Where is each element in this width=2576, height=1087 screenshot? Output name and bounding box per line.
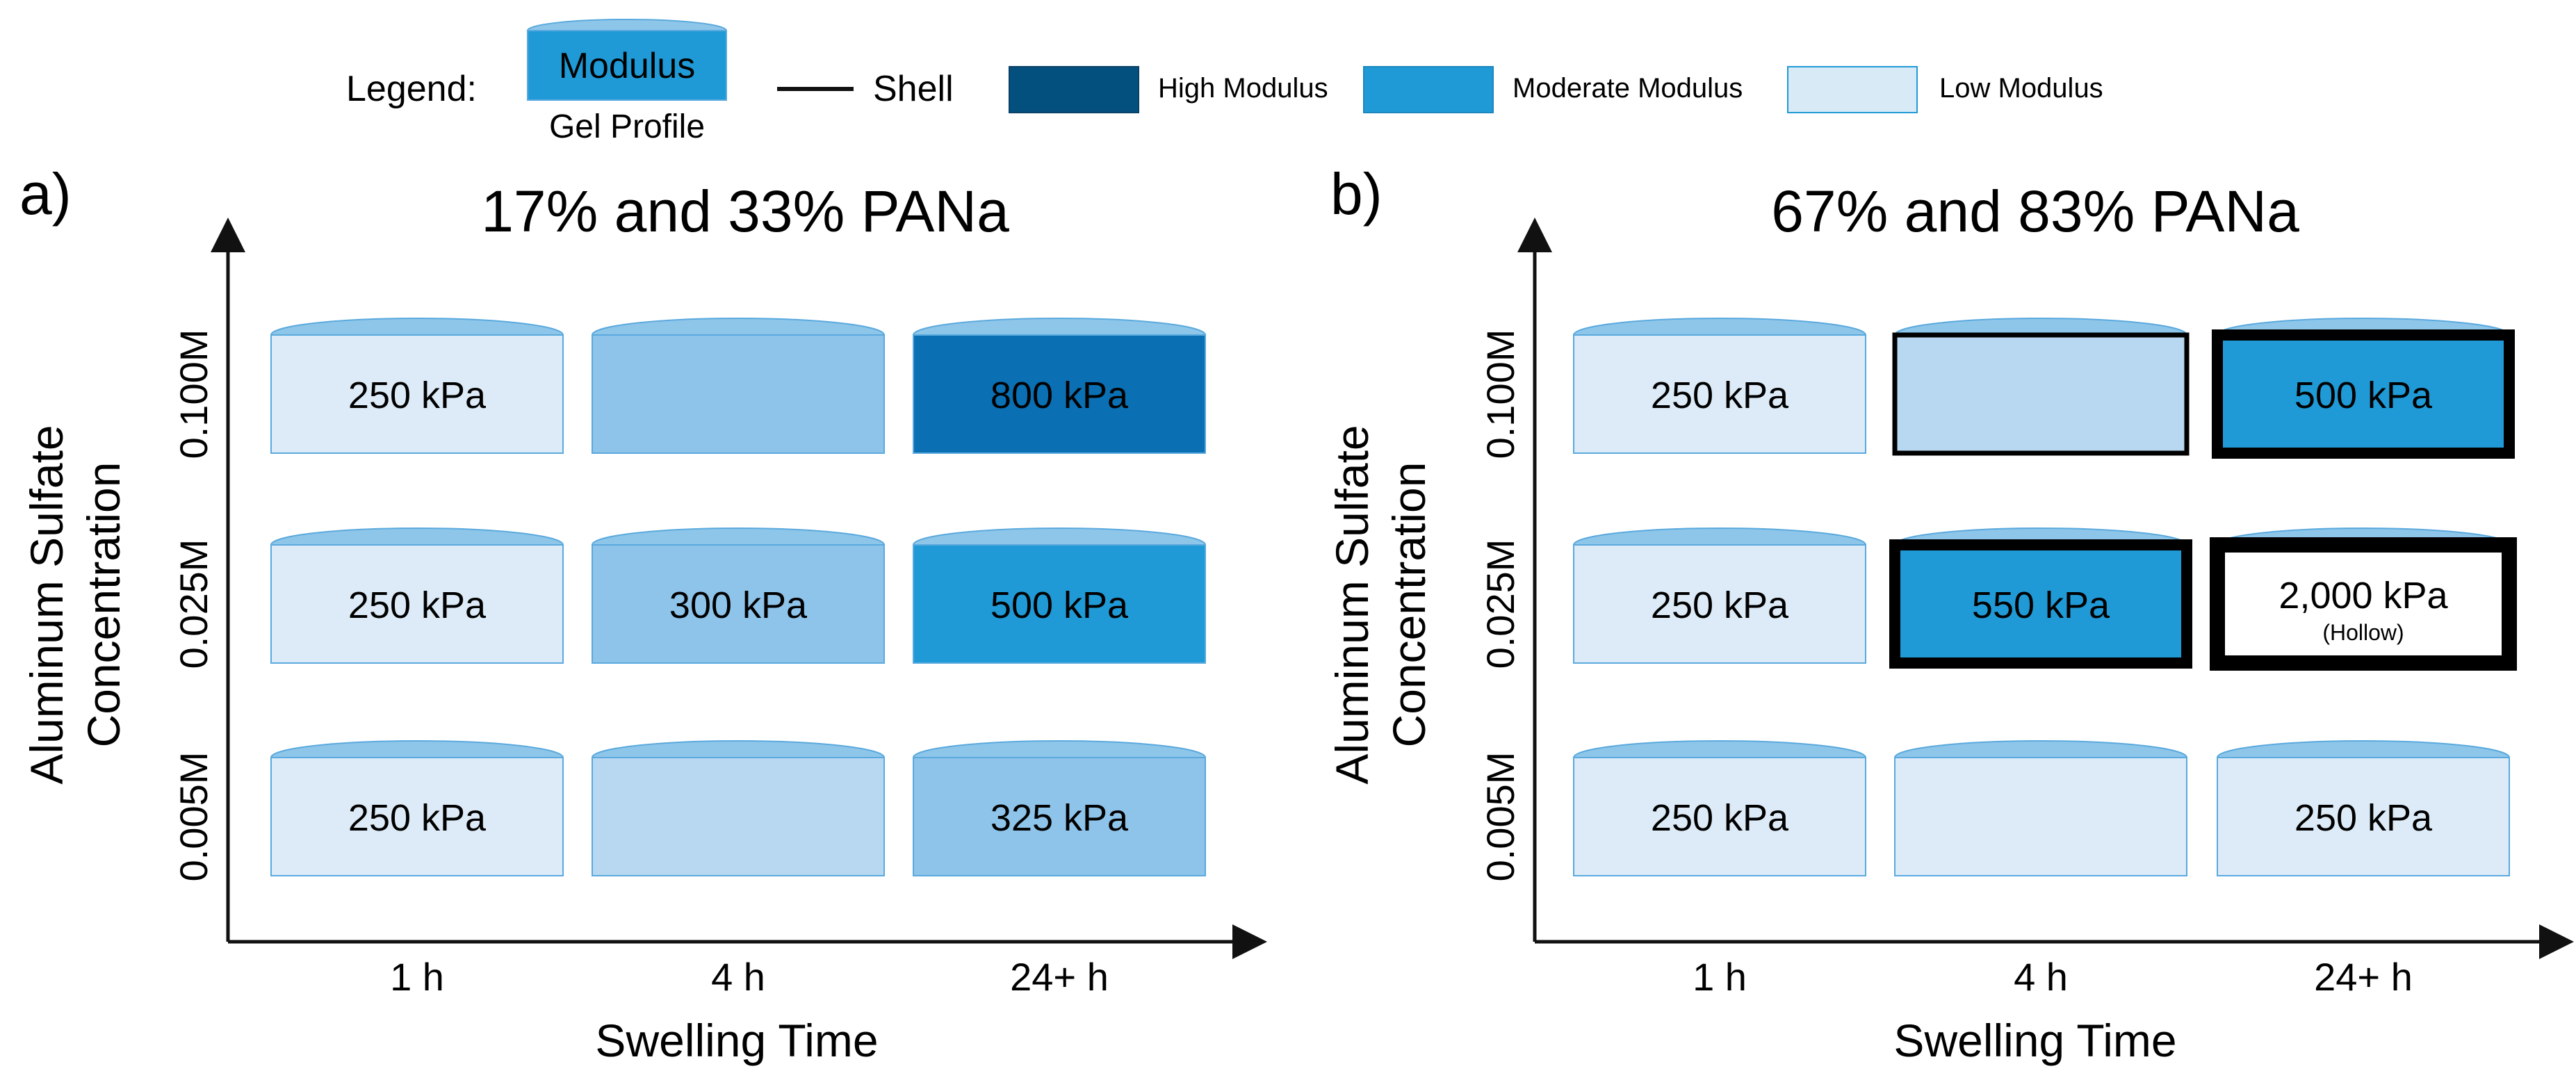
legend: Legend: Modulus Gel Profile Shell High M… [346,19,2103,145]
modulus-value: 325 kPa [991,797,1129,839]
y-axis-title-line2: Concentration [1383,462,1435,748]
panel-title: 17% and 33% PANa [481,179,1009,244]
panel-a: a) 17% and 33% PANa Aluminum Sulfate Concen… [19,161,1267,1066]
row-label: 0.005M [172,752,215,882]
gel-cell: 250 kPa [2217,740,2510,876]
modulus-value: 250 kPa [1651,375,1789,416]
x-axis-title: Swelling Time [1893,1015,2176,1066]
modulus-value: 250 kPa [1651,585,1789,626]
legend-low-swatch [1787,66,1918,113]
legend-high-swatch [1009,66,1139,113]
gel-cell: 2,000 kPa (Hollow) [2210,528,2517,671]
modulus-value: 500 kPa [2294,375,2433,416]
modulus-value: 250 kPa [348,585,487,626]
panel-label: a) [19,161,72,227]
row-label: 0.100M [172,329,215,459]
column-label: 4 h [2014,955,2068,999]
gel-body [270,544,564,664]
gel-cell: 500 kPa [913,528,1206,664]
gel-cell [592,318,885,454]
column-label: 4 h [711,955,765,999]
gel-cell: 250 kPa [270,740,564,876]
modulus-value: 500 kPa [991,585,1129,626]
modulus-value: 250 kPa [2294,797,2433,839]
y-axis-title-line1: Aluminum Sulfate [1326,425,1378,784]
gel-body [2217,757,2510,876]
panel-title: 67% and 83% PANa [1771,179,2299,244]
modulus-value: 250 kPa [348,797,487,839]
legend-gel-box-text: Modulus [559,46,696,86]
panel-b: b) 67% and 83% PANa Aluminum Sulfate Concen… [1326,161,2574,1066]
legend-low-label: Low Modulus [1939,73,2103,104]
gel-cell: 300 kPa [592,528,885,664]
panel-label: b) [1330,161,1383,227]
gel-cell: 250 kPa [270,528,564,664]
gel-body [270,334,564,454]
gel-cell [592,740,885,876]
gel-cell [1892,318,2190,456]
modulus-value: 800 kPa [991,375,1129,416]
row-label: 0.005M [1478,752,1522,882]
gel-body [1573,544,1866,664]
column-label: 1 h [390,955,444,999]
gel-body [2210,537,2517,671]
column-label: 24+ h [1010,955,1109,999]
gel-cell: 325 kPa [913,740,1206,876]
gel-cell: 250 kPa [270,318,564,454]
column-label: 1 h [1693,955,1747,999]
legend-gel-caption: Gel Profile [549,108,705,145]
legend-shell-label: Shell [873,69,954,109]
gel-body [2212,329,2515,459]
legend-moderate-label: Moderate Modulus [1513,73,1743,104]
legend-high-label: High Modulus [1158,73,1328,104]
gel-cell: 550 kPa [1889,528,2192,669]
gel-body [1894,757,2187,876]
gel-cell: 800 kPa [913,318,1206,454]
gel-body [1573,757,1866,876]
gel-body [913,757,1206,876]
legend-moderate-swatch [1363,66,1494,113]
gel-body [592,757,885,876]
gel-cell: 500 kPa [2212,318,2515,459]
gel-cell: 250 kPa [1573,318,1866,454]
row-label: 0.025M [172,539,215,669]
modulus-value: 2,000 kPa [2279,575,2448,616]
modulus-value: 250 kPa [1651,797,1789,839]
gel-body [1889,539,2192,669]
gel-body [592,544,885,664]
x-axis-title: Swelling Time [595,1015,878,1066]
gel-body [913,544,1206,664]
gel-cell [1894,740,2187,876]
gel-body [913,334,1206,454]
gel-cell: 250 kPa [1573,740,1866,876]
gel-body [270,757,564,876]
column-label: 24+ h [2314,955,2413,999]
legend-label: Legend: [346,69,477,109]
y-axis-title-line2: Concentration [78,462,129,748]
legend-gel-box [527,30,727,101]
gel-cell: 250 kPa [1573,528,1866,664]
gel-body [1573,334,1866,454]
gel-body [1892,332,2190,456]
row-label: 0.025M [1478,539,1522,669]
row-label: 0.100M [1478,329,1522,459]
modulus-value: 550 kPa [1972,585,2110,626]
modulus-value: 300 kPa [669,585,808,626]
modulus-value: 250 kPa [348,375,487,416]
legend-gel-profile: Modulus Gel Profile [527,19,727,145]
gel-body [592,334,885,454]
modulus-note: (Hollow) [2322,620,2404,645]
y-axis-title-line1: Aluminum Sulfate [21,425,72,784]
